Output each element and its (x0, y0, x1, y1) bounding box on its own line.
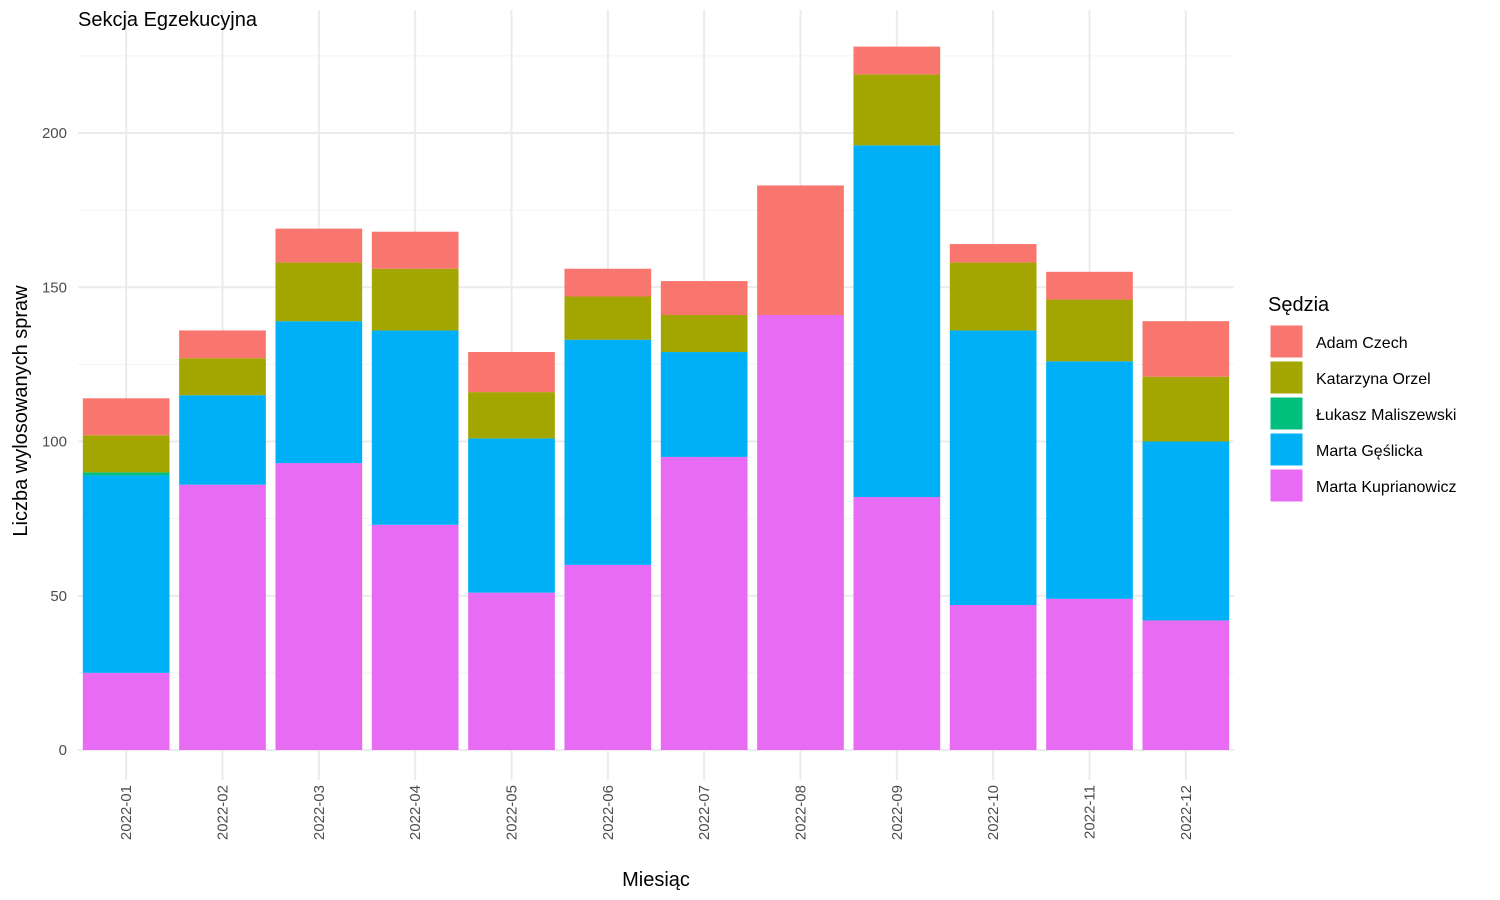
bar-segment: Katarzyna Orzel 2022-01: 12 (82, 435, 170, 473)
x-tick-label: 2022-09 (889, 785, 906, 840)
legend-title: Sędzia (1268, 294, 1330, 316)
bar-segment: Marta Gęślicka 2022-03: 46 (275, 321, 363, 464)
bar-segment: Katarzyna Orzel 2022-07: 12 (660, 315, 748, 353)
bar-segment: Adam Czech 2022-03: 11 (275, 228, 363, 263)
bar-segment: Marta Kuprianowicz 2022-03: 93 (275, 463, 363, 750)
bar-segment: Adam Czech 2022-06: 9 (564, 268, 652, 297)
bar-segment: Marta Kuprianowicz 2022-02: 86 (179, 484, 266, 750)
x-tick-label: 2022-08 (793, 785, 810, 840)
bar-segment: Marta Kuprianowicz 2022-07: 95 (660, 456, 748, 750)
legend-label: Marta Gęślicka (1316, 443, 1423, 460)
bar-segment: Katarzyna Orzel 2022-02: 12 (179, 358, 266, 396)
bar-segment: Marta Gęślicka 2022-10: 89 (949, 330, 1037, 606)
chart-title: Sekcja Egzekucyjna (78, 9, 258, 31)
legend-swatch (1269, 324, 1304, 359)
y-axis-title: Liczba wylosowanych spraw (10, 285, 32, 537)
bar-segment: Marta Gęślicka 2022-12: 58 (1142, 441, 1230, 621)
bar-segment: Marta Gęślicka 2022-05: 50 (468, 438, 555, 593)
y-tick-label: 200 (42, 125, 67, 142)
bar-segment: Katarzyna Orzel 2022-04: 20 (371, 268, 459, 331)
legend-label: Katarzyna Orzel (1316, 371, 1431, 388)
bar-segment: Adam Czech 2022-08: 42 (757, 185, 844, 316)
legend-label: Adam Czech (1316, 335, 1408, 352)
legend-items: Adam Czech Katarzyna Orzel Łukasz Maliszew… (1269, 324, 1457, 503)
legend-label: Marta Kuprianowicz (1316, 479, 1457, 496)
bar-segment: Marta Kuprianowicz 2022-06: 60 (564, 564, 652, 750)
bar-segment: Marta Gęślicka 2022-06: 73 (564, 339, 652, 565)
bar-segment: Marta Kuprianowicz 2022-12: 42 (1142, 620, 1230, 750)
bar-segment: Katarzyna Orzel 2022-09: 23 (853, 74, 941, 146)
x-tick-label: 2022-04 (407, 785, 424, 840)
bar-segment: Adam Czech 2022-05: 13 (468, 352, 555, 393)
bar-segment: Marta Kuprianowicz 2022-04: 73 (371, 524, 459, 750)
bar-segment: Marta Kuprianowicz 2022-08: 141 (757, 315, 844, 750)
bar-segment: Marta Gęślicka 2022-07: 34 (660, 352, 748, 457)
y-tick-label: 0 (59, 742, 67, 759)
y-tick-label: 150 (42, 279, 67, 296)
legend-swatch (1269, 396, 1304, 431)
bar-segment: Adam Czech 2022-01: 12 (82, 398, 170, 436)
bar-segment: Marta Gęślicka 2022-01: 64 (82, 475, 170, 673)
y-tick-label: 100 (42, 434, 67, 451)
bar-segment: Marta Gęślicka 2022-11: 77 (1046, 361, 1133, 599)
x-tick-label: 2022-05 (504, 785, 521, 840)
bar-segment: Marta Kuprianowicz 2022-05: 51 (468, 592, 555, 750)
bar-segment: Adam Czech 2022-09: 9 (853, 46, 941, 75)
x-tick-label: 2022-03 (311, 785, 328, 840)
bar-segment: Adam Czech 2022-10: 6 (949, 244, 1037, 263)
legend: Sędzia Adam Czech Katarzyna Orzel Łukasz M… (1268, 294, 1457, 503)
bar-segment: Katarzyna Orzel 2022-03: 19 (275, 262, 363, 322)
bar-segment: Katarzyna Orzel 2022-05: 15 (468, 392, 555, 439)
legend-swatch (1269, 360, 1304, 395)
x-tick-label: 2022-10 (985, 785, 1002, 840)
bar-segment: Marta Kuprianowicz 2022-10: 47 (949, 605, 1037, 750)
x-tick-label: 2022-11 (1082, 785, 1099, 839)
bar-segment: Adam Czech 2022-04: 12 (371, 231, 459, 269)
bar-segment: Adam Czech 2022-02: 9 (179, 330, 266, 359)
bar-segment: Katarzyna Orzel 2022-10: 22 (949, 262, 1037, 331)
bar-segment: Katarzyna Orzel 2022-12: 21 (1142, 376, 1230, 442)
bar-segment: Marta Kuprianowicz 2022-11: 49 (1046, 598, 1133, 750)
bar-segment: Adam Czech 2022-11: 9 (1046, 271, 1133, 300)
x-tick-label: 2022-12 (1178, 785, 1195, 840)
legend-label: Łukasz Maliszewski (1316, 407, 1456, 424)
bar-segment: Marta Gęślicka 2022-09: 114 (853, 145, 941, 498)
bar-segment: Adam Czech 2022-07: 11 (660, 281, 748, 316)
legend-swatch (1269, 468, 1304, 503)
bar-segment: Adam Czech 2022-12: 18 (1142, 321, 1230, 377)
bar-segment: Łukasz Maliszewski 2022-01: 1 (82, 472, 170, 476)
x-tick-label: 2022-02 (215, 785, 232, 840)
y-tick-label: 50 (50, 588, 67, 605)
x-tick-label: 2022-07 (696, 785, 713, 840)
axis-layer: 0 50 100 150 200 2022-01 2022-02 2022-03 2022-04… (42, 125, 1195, 840)
x-tick-label: 2022-06 (600, 785, 617, 840)
x-tick-label: 2022-01 (118, 785, 135, 840)
bar-segment: Marta Kuprianowicz 2022-01: 25 (82, 672, 170, 750)
bar-segment: Katarzyna Orzel 2022-06: 14 (564, 296, 652, 340)
x-axis-title: Miesiąc (622, 869, 690, 891)
bar-segment: Marta Kuprianowicz 2022-09: 82 (853, 497, 941, 750)
legend-swatch (1269, 432, 1304, 467)
bars-layer: Marta Kuprianowicz 2022-01: 25Marta Gęśl… (82, 46, 1230, 750)
bar-segment: Katarzyna Orzel 2022-11: 20 (1046, 299, 1133, 362)
bar-segment: Marta Gęślicka 2022-02: 29 (179, 395, 266, 485)
bar-segment: Marta Gęślicka 2022-04: 63 (371, 330, 459, 525)
